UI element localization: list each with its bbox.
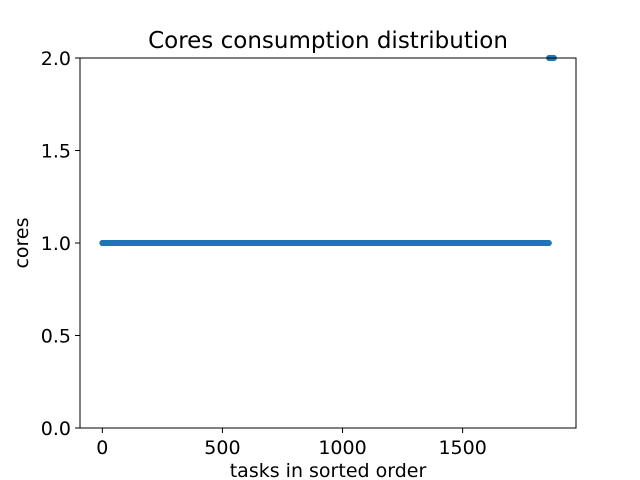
y-axis-ticks: 0.0 0.5 1.0 1.5 2.0 [41,48,80,440]
y-tick-label: 2.0 [41,48,71,70]
data-point-series-0 [545,240,552,246]
y-tick-label: 0.0 [41,418,71,440]
x-axis-label: tasks in sorted order [230,460,427,480]
y-tick-label: 1.0 [41,233,71,255]
data-points [99,55,557,246]
x-axis-ticks: 0 500 1000 1500 [96,428,487,459]
x-tick-label: 500 [204,437,240,459]
y-tick-label: 1.5 [41,141,71,163]
x-tick-label: 0 [96,437,108,459]
y-tick-label: 0.5 [41,326,71,348]
x-tick-label: 1500 [438,437,486,459]
x-tick-label: 1000 [318,437,366,459]
chart-title: Cores consumption distribution [148,28,508,54]
y-axis-label: cores [11,217,33,268]
